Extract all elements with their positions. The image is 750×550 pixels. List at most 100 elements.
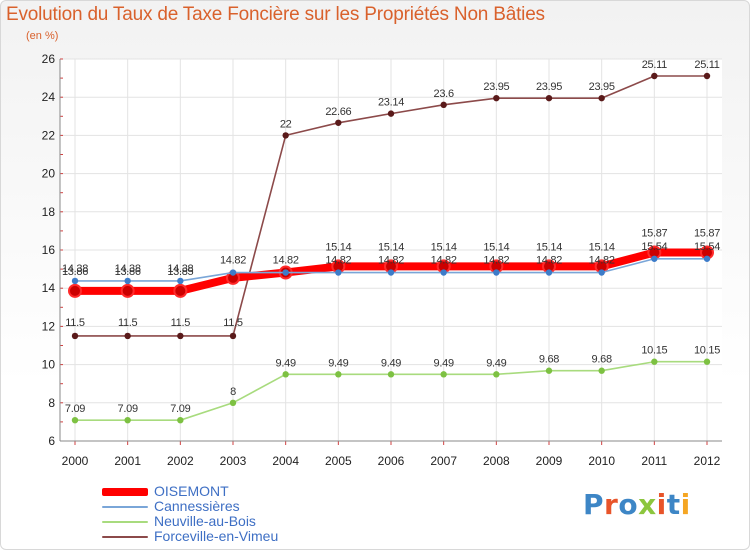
chart-title: Evolution du Taux de Taxe Foncière sur l… (6, 4, 545, 25)
logo-letter: t (666, 488, 681, 521)
y-tick-label: 6 (48, 434, 55, 448)
logo-letter: o (618, 488, 639, 521)
data-point (335, 119, 342, 126)
legend-swatch (102, 520, 148, 523)
data-point (387, 269, 395, 276)
data-label: 14.82 (220, 255, 246, 267)
data-label: 14.82 (483, 255, 509, 267)
data-point (282, 132, 289, 139)
legend-label: Forceville-en-Vimeu (154, 528, 279, 544)
data-label: 14.82 (431, 255, 457, 267)
legend-label: Cannessières (154, 498, 240, 514)
data-label: 7.09 (118, 403, 138, 415)
data-label: 13.86 (62, 266, 88, 278)
data-label: 9.68 (592, 354, 612, 366)
data-point (71, 332, 79, 340)
data-point (335, 371, 342, 378)
data-label: 23.14 (378, 97, 404, 109)
x-tick-label: 2009 (536, 454, 563, 468)
logo-letter: i (656, 488, 667, 521)
data-label: 14.82 (536, 255, 562, 267)
data-point (335, 269, 342, 276)
y-tick-label: 22 (42, 128, 56, 142)
data-label: 11.5 (223, 317, 243, 329)
data-label: 14.82 (273, 255, 299, 267)
data-point (177, 277, 184, 285)
legend-swatch (102, 505, 148, 508)
data-label: 15.14 (483, 241, 509, 253)
data-label: 15.14 (589, 241, 615, 253)
x-tick-label: 2008 (483, 454, 510, 468)
data-label: 9.68 (539, 354, 559, 366)
data-point (545, 269, 553, 276)
data-label: 22.66 (325, 106, 351, 118)
y-tick-label: 8 (48, 396, 55, 410)
data-point (703, 255, 711, 262)
x-tick-label: 2010 (588, 454, 615, 468)
data-label: 14.38 (167, 263, 193, 275)
data-label: 15.14 (378, 241, 404, 253)
data-label: 9.49 (486, 357, 506, 369)
data-label: 23.95 (536, 81, 562, 93)
data-label: 11.5 (65, 317, 85, 329)
y-tick-label: 14 (42, 281, 56, 295)
legend-label: OISEMONT (154, 483, 229, 499)
x-tick-label: 2003 (220, 454, 247, 468)
legend-item: Forceville-en-Vimeu (102, 529, 278, 544)
data-label: 15.54 (694, 241, 720, 253)
data-label: 8 (230, 386, 236, 398)
data-point (651, 72, 658, 80)
y-tick-label: 24 (42, 90, 56, 104)
data-label: 25.11 (694, 59, 719, 71)
x-tick-label: 2001 (114, 454, 141, 468)
x-tick-label: 2007 (430, 454, 457, 468)
y-tick-label: 20 (42, 167, 56, 181)
legend-item: Cannessières (102, 499, 278, 514)
data-label: 15.87 (641, 227, 667, 239)
legend-swatch (102, 535, 148, 538)
data-point (440, 269, 447, 276)
data-point (177, 332, 184, 340)
data-point (651, 255, 658, 262)
data-point (598, 269, 605, 276)
data-point (387, 110, 395, 117)
data-label: 25.11 (642, 59, 667, 71)
data-point (651, 358, 658, 365)
data-point (598, 94, 605, 102)
data-point (282, 371, 289, 378)
data-point (493, 94, 500, 102)
data-point (68, 283, 82, 298)
data-label: 9.49 (328, 357, 348, 369)
data-label: 15.14 (431, 241, 457, 253)
data-label: 14.38 (115, 263, 141, 275)
y-tick-label: 16 (42, 243, 56, 257)
legend-item: Neuville-au-Bois (102, 514, 278, 529)
logo-letter: i (680, 488, 691, 521)
data-label: 13.86 (115, 266, 141, 278)
y-tick-label: 26 (42, 52, 56, 66)
data-label: 9.49 (381, 357, 401, 369)
data-label: 10.15 (694, 345, 720, 357)
data-label: 7.09 (170, 403, 190, 415)
x-tick-label: 2005 (325, 454, 352, 468)
data-point (71, 416, 79, 424)
data-point (229, 332, 237, 340)
data-label: 14.38 (62, 263, 88, 275)
y-tick-label: 12 (42, 319, 56, 333)
data-point (124, 416, 131, 424)
chart-subtitle: (en %) (26, 30, 59, 42)
data-label: 10.15 (641, 345, 667, 357)
logo-letter: r (604, 488, 619, 521)
data-label: 14.82 (589, 255, 615, 267)
chart-legend: OISEMONT Cannessières Neuville-au-Bois Forc… (102, 484, 278, 544)
x-tick-label: 2012 (694, 454, 721, 468)
y-tick-label: 18 (42, 205, 56, 219)
data-label: 22 (280, 118, 292, 130)
data-point (229, 399, 237, 406)
data-point (440, 101, 447, 109)
data-label: 23.6 (434, 88, 454, 100)
data-label: 23.95 (483, 81, 509, 93)
data-point (71, 277, 79, 285)
data-point (387, 371, 395, 378)
